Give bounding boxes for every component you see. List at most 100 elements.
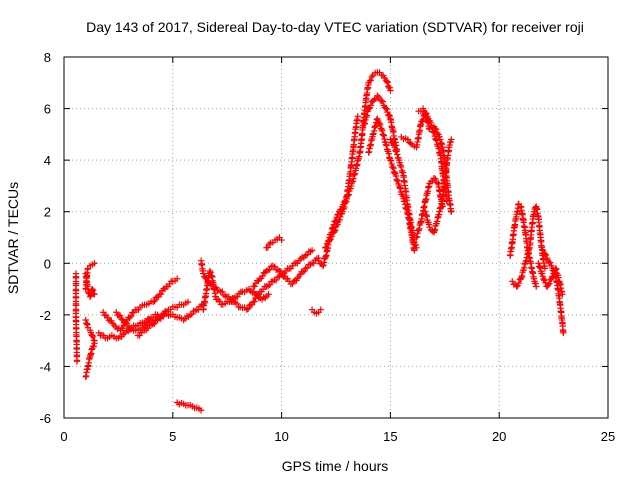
- data-point: [393, 176, 400, 183]
- data-point: [384, 108, 391, 116]
- data-point: [389, 163, 397, 171]
- data-point: [203, 274, 210, 282]
- data-point: [265, 291, 272, 298]
- data-point: [546, 280, 553, 287]
- data-point: [378, 97, 385, 105]
- x-tick-label: 5: [169, 429, 176, 444]
- x-tick-label: 0: [60, 429, 67, 444]
- data-point: [386, 112, 393, 120]
- data-point: [544, 281, 552, 289]
- data-point: [251, 283, 258, 290]
- data-point: [336, 216, 343, 224]
- data-point: [91, 260, 98, 267]
- data-point: [323, 243, 330, 251]
- data-point: [315, 257, 322, 264]
- data-point: [428, 123, 435, 130]
- data-point: [366, 77, 373, 85]
- data-point: [419, 105, 427, 112]
- data-point: [535, 260, 542, 267]
- data-point: [341, 200, 349, 207]
- data-point: [427, 119, 434, 126]
- data-point: [413, 244, 420, 252]
- data-point: [539, 272, 546, 280]
- data-point: [404, 136, 412, 143]
- data-point: [374, 92, 381, 99]
- data-point: [407, 140, 414, 147]
- y-tick-label: -4: [39, 359, 51, 374]
- data-point: [200, 270, 207, 277]
- data-point: [118, 315, 125, 323]
- data-point: [326, 236, 333, 244]
- data-layer: [72, 69, 567, 414]
- data-point: [339, 208, 346, 215]
- data-point: [251, 298, 258, 305]
- data-point: [344, 192, 352, 199]
- data-point: [392, 147, 399, 154]
- data-point: [429, 128, 437, 135]
- data-point: [90, 343, 97, 350]
- x-tick-label: 15: [383, 429, 397, 444]
- data-point: [328, 233, 335, 240]
- y-tick-label: -6: [39, 411, 51, 426]
- data-point: [89, 332, 96, 339]
- data-point: [219, 288, 226, 296]
- data-point: [393, 148, 400, 155]
- y-tick-label: 0: [44, 256, 51, 271]
- data-point: [367, 102, 375, 109]
- data-point: [207, 269, 214, 276]
- data-point: [89, 333, 97, 341]
- data-point: [206, 267, 213, 275]
- data-point: [277, 268, 284, 275]
- data-point: [91, 337, 98, 344]
- data-point: [184, 298, 192, 306]
- data-point: [367, 77, 375, 84]
- data-point: [332, 226, 339, 234]
- data-point: [116, 312, 124, 319]
- data-point: [426, 223, 433, 231]
- data-point: [73, 358, 81, 365]
- data-point: [99, 309, 107, 316]
- data-point: [91, 291, 98, 298]
- data-point: [390, 164, 397, 172]
- data-point: [515, 279, 522, 287]
- data-point: [391, 169, 398, 177]
- data-point: [365, 105, 372, 112]
- data-point: [157, 290, 165, 298]
- data-point: [115, 311, 123, 319]
- x-tick-label: 25: [601, 429, 615, 444]
- data-point: [331, 227, 338, 235]
- data-point: [432, 175, 439, 183]
- data-point: [431, 132, 439, 140]
- data-point: [343, 198, 350, 206]
- data-point: [541, 265, 549, 272]
- data-point: [343, 195, 351, 203]
- data-point: [386, 84, 393, 91]
- data-point: [538, 270, 546, 277]
- data-point: [542, 251, 550, 259]
- x-axis-label: GPS time / hours: [282, 458, 389, 474]
- data-point: [127, 313, 135, 320]
- data-point: [197, 407, 205, 414]
- x-tick-label: 20: [492, 429, 506, 444]
- data-point: [89, 285, 96, 293]
- data-point: [372, 95, 380, 102]
- data-point: [151, 297, 158, 305]
- data-point: [543, 254, 551, 262]
- data-point: [345, 191, 352, 198]
- data-point: [560, 329, 567, 337]
- data-point: [375, 93, 382, 101]
- data-point: [390, 140, 397, 148]
- data-point: [150, 298, 157, 306]
- data-point: [354, 113, 361, 120]
- data-point: [383, 105, 390, 113]
- data-point: [244, 305, 252, 312]
- data-point: [308, 247, 316, 254]
- data-point: [248, 301, 256, 309]
- data-point: [317, 306, 324, 313]
- y-tick-label: -2: [39, 308, 51, 323]
- data-point: [324, 240, 331, 247]
- data-point: [387, 157, 395, 164]
- data-point: [536, 263, 543, 270]
- y-axis-label: SDTVAR / TECUs: [5, 182, 21, 294]
